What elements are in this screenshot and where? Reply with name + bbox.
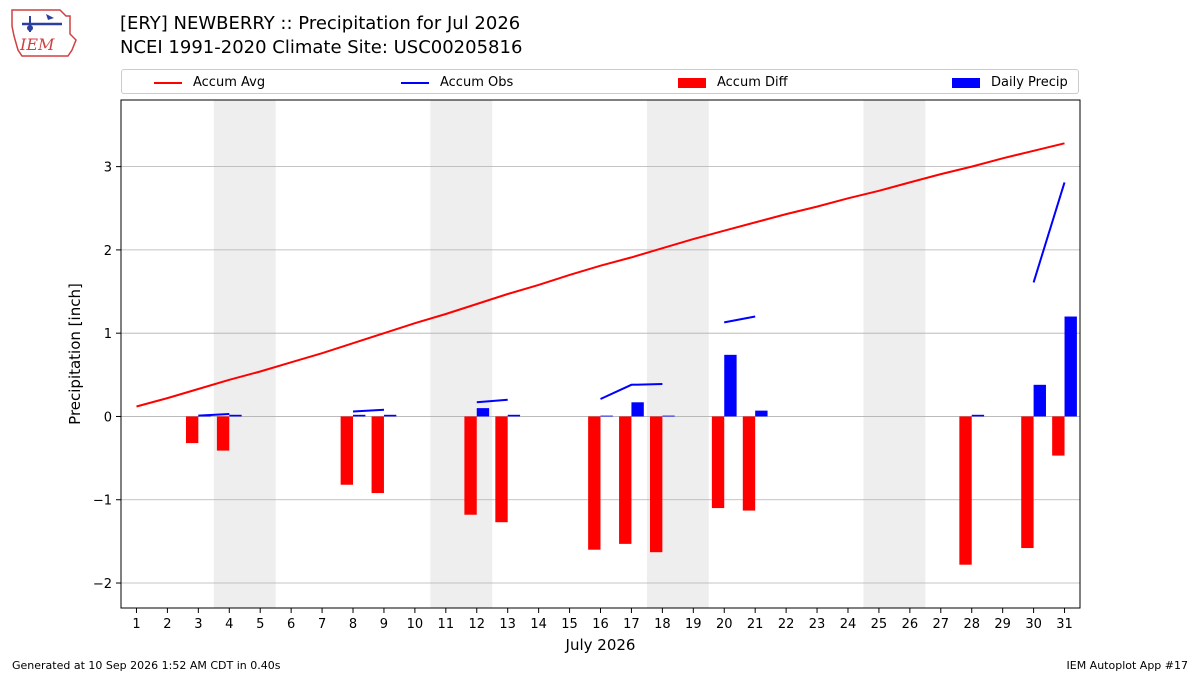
x-tick-label: 4 <box>225 617 233 632</box>
x-tick-label: 21 <box>747 617 764 632</box>
y-axis-label: Precipitation [inch] <box>66 283 84 425</box>
x-tick-label: 22 <box>778 617 795 632</box>
x-tick-label: 19 <box>685 617 702 632</box>
accum-diff-bar-day-30 <box>1021 416 1034 549</box>
x-tick-label: 1 <box>132 617 140 632</box>
y-tick-label: −2 <box>93 577 112 592</box>
x-tick-label: 18 <box>654 617 671 632</box>
weekend-shade-3 <box>863 100 926 608</box>
accum-diff-bar-day-28 <box>959 416 972 565</box>
svg-text:IEM: IEM <box>19 35 55 54</box>
accum-obs-line-segment <box>476 398 508 404</box>
y-tick-label: 2 <box>104 244 112 259</box>
legend-label-accum-avg: Accum Avg <box>193 75 266 90</box>
legend-swatch-daily-precip <box>952 77 980 88</box>
accum-diff-bar-day-18 <box>649 416 663 553</box>
chart-subtitle: NCEI 1991-2020 Climate Site: USC00205816 <box>120 37 523 58</box>
x-tick-label: 13 <box>499 617 516 632</box>
weekend-shade-2 <box>646 100 709 608</box>
x-tick-label: 28 <box>963 617 980 632</box>
x-axis-label: July 2026 <box>565 636 636 654</box>
accum-obs-line-segment <box>724 315 756 324</box>
accum-diff-bar-day-31 <box>1052 416 1065 456</box>
accum-diff-bar-day-20 <box>711 416 725 509</box>
accum-obs-line-segment <box>198 413 230 417</box>
y-tick-label: 1 <box>104 327 112 342</box>
legend-swatch-accum-avg <box>154 81 182 84</box>
weekend-shade-0 <box>213 100 276 608</box>
plot-area-frame <box>120 99 1081 609</box>
x-tick-label: 30 <box>1025 617 1042 632</box>
legend-item-accum-avg: Accum Avg <box>154 70 265 95</box>
daily-precip-bar-day-3 <box>198 415 211 417</box>
chart-title: [ERY] NEWBERRY :: Precipitation for Jul … <box>120 13 521 34</box>
accum-obs-line-segment <box>1032 182 1066 283</box>
x-tick-label: 23 <box>809 617 826 632</box>
x-tick-label: 14 <box>530 617 547 632</box>
daily-precip-bar-day-16 <box>600 415 613 417</box>
accum-diff-bar-day-17 <box>619 416 632 544</box>
accum-diff-bar-day-12 <box>464 416 477 515</box>
daily-precip-bar-day-30 <box>1033 384 1046 417</box>
x-tick-label: 27 <box>933 617 950 632</box>
x-tick-label: 5 <box>256 617 264 632</box>
x-tick-label: 3 <box>194 617 202 632</box>
legend-label-accum-diff: Accum Diff <box>717 75 788 90</box>
x-tick-label: 8 <box>349 617 357 632</box>
x-tick-label: 7 <box>318 617 326 632</box>
daily-precip-bar-day-17 <box>631 402 644 417</box>
x-tick-label: 31 <box>1056 617 1073 632</box>
x-tick-label: 15 <box>561 617 578 632</box>
x-tick-label: 11 <box>438 617 455 632</box>
daily-precip-bar-day-18 <box>662 415 675 417</box>
accum-diff-bar-day-4 <box>216 416 230 451</box>
accum-diff-bar-day-16 <box>588 416 601 550</box>
legend-item-daily-precip: Daily Precip <box>952 70 1068 95</box>
daily-precip-bar-day-9 <box>383 414 397 417</box>
legend: Accum Avg Accum Obs Accum Diff Daily Pre… <box>121 69 1079 94</box>
legend-swatch-accum-diff <box>678 77 706 88</box>
y-tick-label: 3 <box>104 161 112 176</box>
accum-diff-bar-day-21 <box>742 416 756 511</box>
weekend-shade-1 <box>430 100 493 608</box>
x-tick-label: 20 <box>716 617 733 632</box>
daily-precip-bar-day-31 <box>1064 316 1077 417</box>
daily-precip-bar-day-12 <box>476 408 490 417</box>
x-tick-label: 10 <box>407 617 424 632</box>
legend-item-accum-obs: Accum Obs <box>401 70 513 95</box>
legend-item-accum-diff: Accum Diff <box>678 70 788 95</box>
daily-precip-bar-day-8 <box>353 414 366 417</box>
accum-obs-line-segment <box>352 408 385 413</box>
accum-diff-bar-day-9 <box>371 416 384 494</box>
x-tick-label: 16 <box>592 617 609 632</box>
accum-diff-bar-day-3 <box>185 416 199 444</box>
x-tick-label: 29 <box>994 617 1011 632</box>
footer-generated: Generated at 10 Sep 2026 1:52 AM CDT in … <box>12 659 281 672</box>
x-tick-label: 6 <box>287 617 295 632</box>
y-tick-label: 0 <box>104 410 112 425</box>
x-tick-label: 26 <box>902 617 919 632</box>
legend-label-accum-obs: Accum Obs <box>440 75 514 90</box>
daily-precip-bar-day-4 <box>229 414 242 417</box>
x-tick-label: 25 <box>871 617 888 632</box>
legend-label-daily-precip: Daily Precip <box>991 75 1068 90</box>
legend-swatch-accum-obs <box>401 81 429 84</box>
x-tick-label: 24 <box>840 617 857 632</box>
iem-logo: IEM <box>11 9 77 57</box>
accum-obs-line-segment <box>600 383 663 400</box>
x-tick-label: 17 <box>623 617 640 632</box>
footer-app: IEM Autoplot App #17 <box>1066 659 1189 672</box>
daily-precip-bar-day-28 <box>971 414 985 417</box>
daily-precip-bar-day-13 <box>507 414 521 417</box>
accum-diff-bar-day-13 <box>495 416 508 523</box>
x-tick-label: 12 <box>468 617 485 632</box>
daily-precip-bar-day-20 <box>724 354 737 417</box>
accum-diff-bar-day-8 <box>340 416 354 485</box>
x-tick-label: 2 <box>163 617 171 632</box>
y-tick-label: −1 <box>93 494 112 509</box>
daily-precip-bar-day-21 <box>755 410 768 417</box>
x-tick-label: 9 <box>380 617 388 632</box>
accum-avg-line-segment <box>136 142 1065 408</box>
